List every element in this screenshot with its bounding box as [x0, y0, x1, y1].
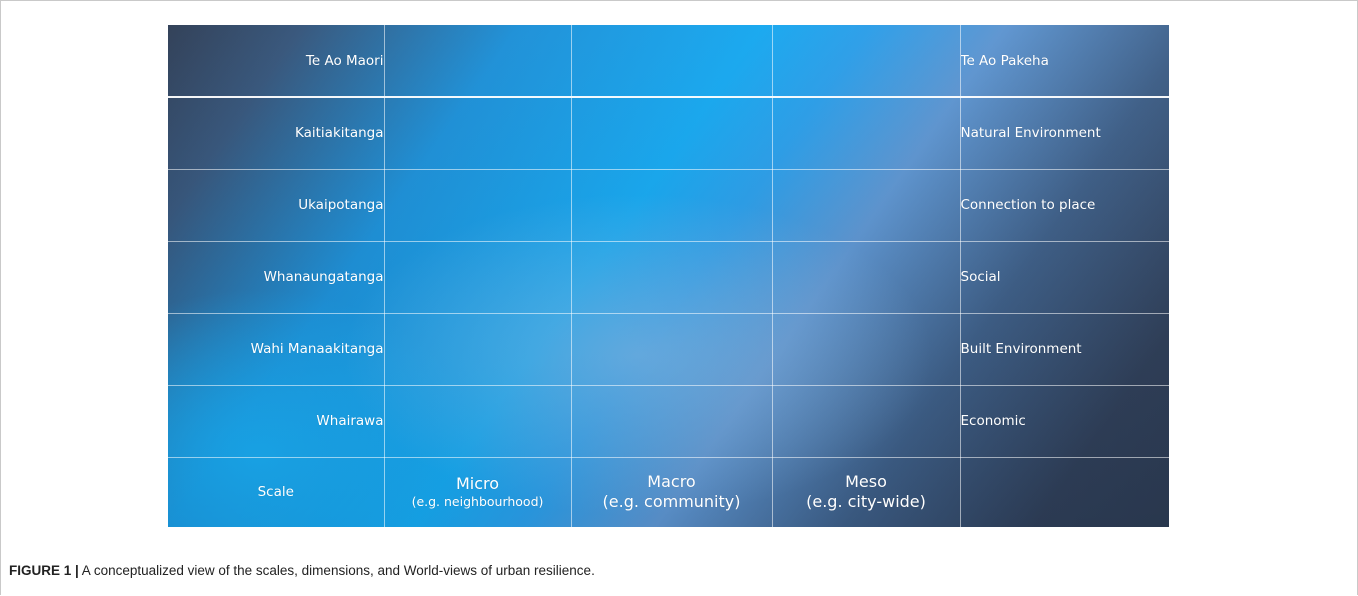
- pakeha-dimension-label: Built Environment: [959, 312, 1169, 386]
- maori-dimension-label: Whanaungatanga: [168, 240, 385, 314]
- grid-cell: [383, 384, 572, 458]
- grid-cell: [570, 168, 773, 242]
- dimension-row: Whanaungatanga Social: [168, 240, 1169, 314]
- grid-cell: [570, 25, 773, 98]
- scale-example: (e.g. city-wide): [806, 492, 926, 512]
- figure-caption-text: A conceptualized view of the scales, dim…: [78, 563, 595, 578]
- grid-cell: [771, 25, 961, 98]
- grid-cell: [383, 240, 572, 314]
- grid-cell: [771, 168, 961, 242]
- scale-example: (e.g. neighbourhood): [411, 494, 544, 510]
- dimension-row: Ukaipotanga Connection to place: [168, 168, 1169, 242]
- framework-grid: Te Ao Maori Te Ao Pakeha Kaitiakitanga N…: [168, 25, 1169, 527]
- figure-caption-label: FIGURE 1 |: [9, 563, 79, 578]
- scale-name: Macro: [647, 472, 696, 492]
- grid-cell: [383, 168, 572, 242]
- header-row: Te Ao Maori Te Ao Pakeha: [168, 25, 1169, 98]
- te-ao-maori-header: Te Ao Maori: [168, 25, 385, 98]
- grid-cell: [570, 312, 773, 386]
- grid-cell: [383, 96, 572, 170]
- pakeha-dimension-label: Natural Environment: [959, 96, 1169, 170]
- scale-name: Micro: [455, 474, 500, 494]
- grid-cell: [771, 96, 961, 170]
- maori-dimension-label: Kaitiakitanga: [168, 96, 385, 170]
- scale-row: Scale Micro (e.g. neighbourhood) Macro (…: [168, 456, 1169, 527]
- maori-dimension-label: Ukaipotanga: [168, 168, 385, 242]
- grid-cell: [570, 240, 773, 314]
- scale-name: Meso: [845, 472, 887, 492]
- dimension-row: Kaitiakitanga Natural Environment: [168, 96, 1169, 170]
- scale-micro: Micro (e.g. neighbourhood): [383, 456, 572, 527]
- scale-example: (e.g. community): [602, 492, 741, 512]
- pakeha-dimension-label: Economic: [959, 384, 1169, 458]
- grid-cell: [771, 384, 961, 458]
- grid-cell: [771, 312, 961, 386]
- scale-label: Scale: [168, 456, 385, 527]
- dimension-row: Whairawa Economic: [168, 384, 1169, 458]
- pakeha-dimension-label: Connection to place: [959, 168, 1169, 242]
- scale-meso: Meso (e.g. city-wide): [771, 456, 961, 527]
- figure-caption: FIGURE 1 | A conceptualized view of the …: [9, 563, 595, 578]
- te-ao-pakeha-header: Te Ao Pakeha: [959, 25, 1169, 98]
- maori-dimension-label: Whairawa: [168, 384, 385, 458]
- grid-cell: [383, 312, 572, 386]
- grid-cell: [570, 96, 773, 170]
- resilience-framework-figure: Te Ao Maori Te Ao Pakeha Kaitiakitanga N…: [168, 25, 1169, 527]
- scale-macro: Macro (e.g. community): [570, 456, 773, 527]
- dimension-row: Wahi Manaakitanga Built Environment: [168, 312, 1169, 386]
- grid-cell: [771, 240, 961, 314]
- maori-dimension-label: Wahi Manaakitanga: [168, 312, 385, 386]
- grid-cell: [383, 25, 572, 98]
- grid-cell: [570, 384, 773, 458]
- grid-cell: [959, 456, 1169, 527]
- pakeha-dimension-label: Social: [959, 240, 1169, 314]
